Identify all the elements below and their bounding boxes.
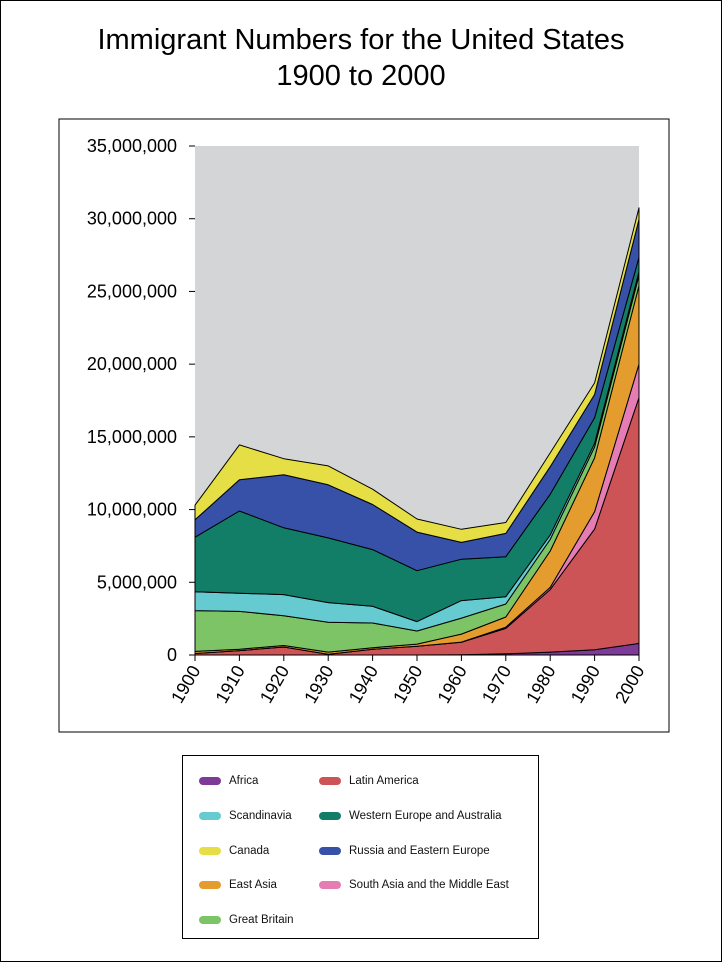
legend-label-scandinavia: Scandinavia	[229, 810, 292, 822]
series-areas	[194, 146, 640, 656]
legend-swatch-east-asia	[199, 881, 221, 889]
legend-label-great-britain: Great Britain	[229, 914, 294, 926]
legend-label-russia-eastern-europe: Russia and Eastern Europe	[349, 845, 490, 857]
legend-swatch-africa	[199, 777, 221, 785]
legend-label-latin-america: Latin America	[349, 775, 419, 787]
legend-item-latin-america: Latin America	[319, 773, 419, 789]
legend-label-western-europe-australia: Western Europe and Australia	[349, 810, 502, 822]
legend-item-russia-eastern-europe: Russia and Eastern Europe	[319, 843, 490, 859]
chart-title-line2: 1900 to 2000	[276, 60, 446, 92]
legend-item-south-asia-middle-east: South Asia and the Middle East	[319, 877, 509, 893]
y-tick-label: 25,000,000	[87, 281, 177, 301]
legend-swatch-russia-eastern-europe	[319, 847, 341, 855]
y-tick-label: 35,000,000	[87, 136, 177, 156]
legend-swatch-scandinavia	[199, 812, 221, 820]
chart-title-line1: Immigrant Numbers for the United States	[97, 24, 625, 56]
legend-item-east-asia: East Asia	[199, 877, 277, 893]
y-tick-label: 5,000,000	[97, 572, 177, 592]
y-tick-label: 15,000,000	[87, 427, 177, 447]
legend: Africa Latin America Scandinavia Western…	[182, 755, 539, 939]
legend-swatch-canada	[199, 847, 221, 855]
area-canada	[194, 207, 640, 543]
legend-label-canada: Canada	[229, 845, 270, 857]
y-tick-label: 10,000,000	[87, 500, 177, 520]
legend-item-africa: Africa	[199, 773, 258, 789]
legend-label-africa: Africa	[229, 775, 259, 787]
y-axis: 0 5,000,000 10,000,000 15,000,000 20,000,000…	[87, 136, 195, 665]
y-tick-label: 0	[167, 645, 177, 665]
y-tick-label: 20,000,000	[87, 354, 177, 374]
legend-swatch-latin-america	[319, 777, 341, 785]
y-tick-label: 30,000,000	[87, 209, 177, 229]
legend-swatch-south-asia-middle-east	[319, 881, 341, 889]
legend-swatch-great-britain	[199, 916, 221, 924]
legend-item-canada: Canada	[199, 843, 269, 859]
legend-label-south-asia-middle-east: South Asia and the Middle East	[349, 879, 509, 891]
legend-item-scandinavia: Scandinavia	[199, 808, 292, 824]
legend-item-western-europe-australia: Western Europe and Australia	[319, 808, 502, 824]
legend-item-great-britain: Great Britain	[199, 912, 294, 928]
legend-swatch-western-europe-australia	[319, 812, 341, 820]
chart-title: Immigrant Numbers for the United States …	[0, 22, 722, 94]
legend-label-east-asia: East Asia	[229, 879, 277, 891]
